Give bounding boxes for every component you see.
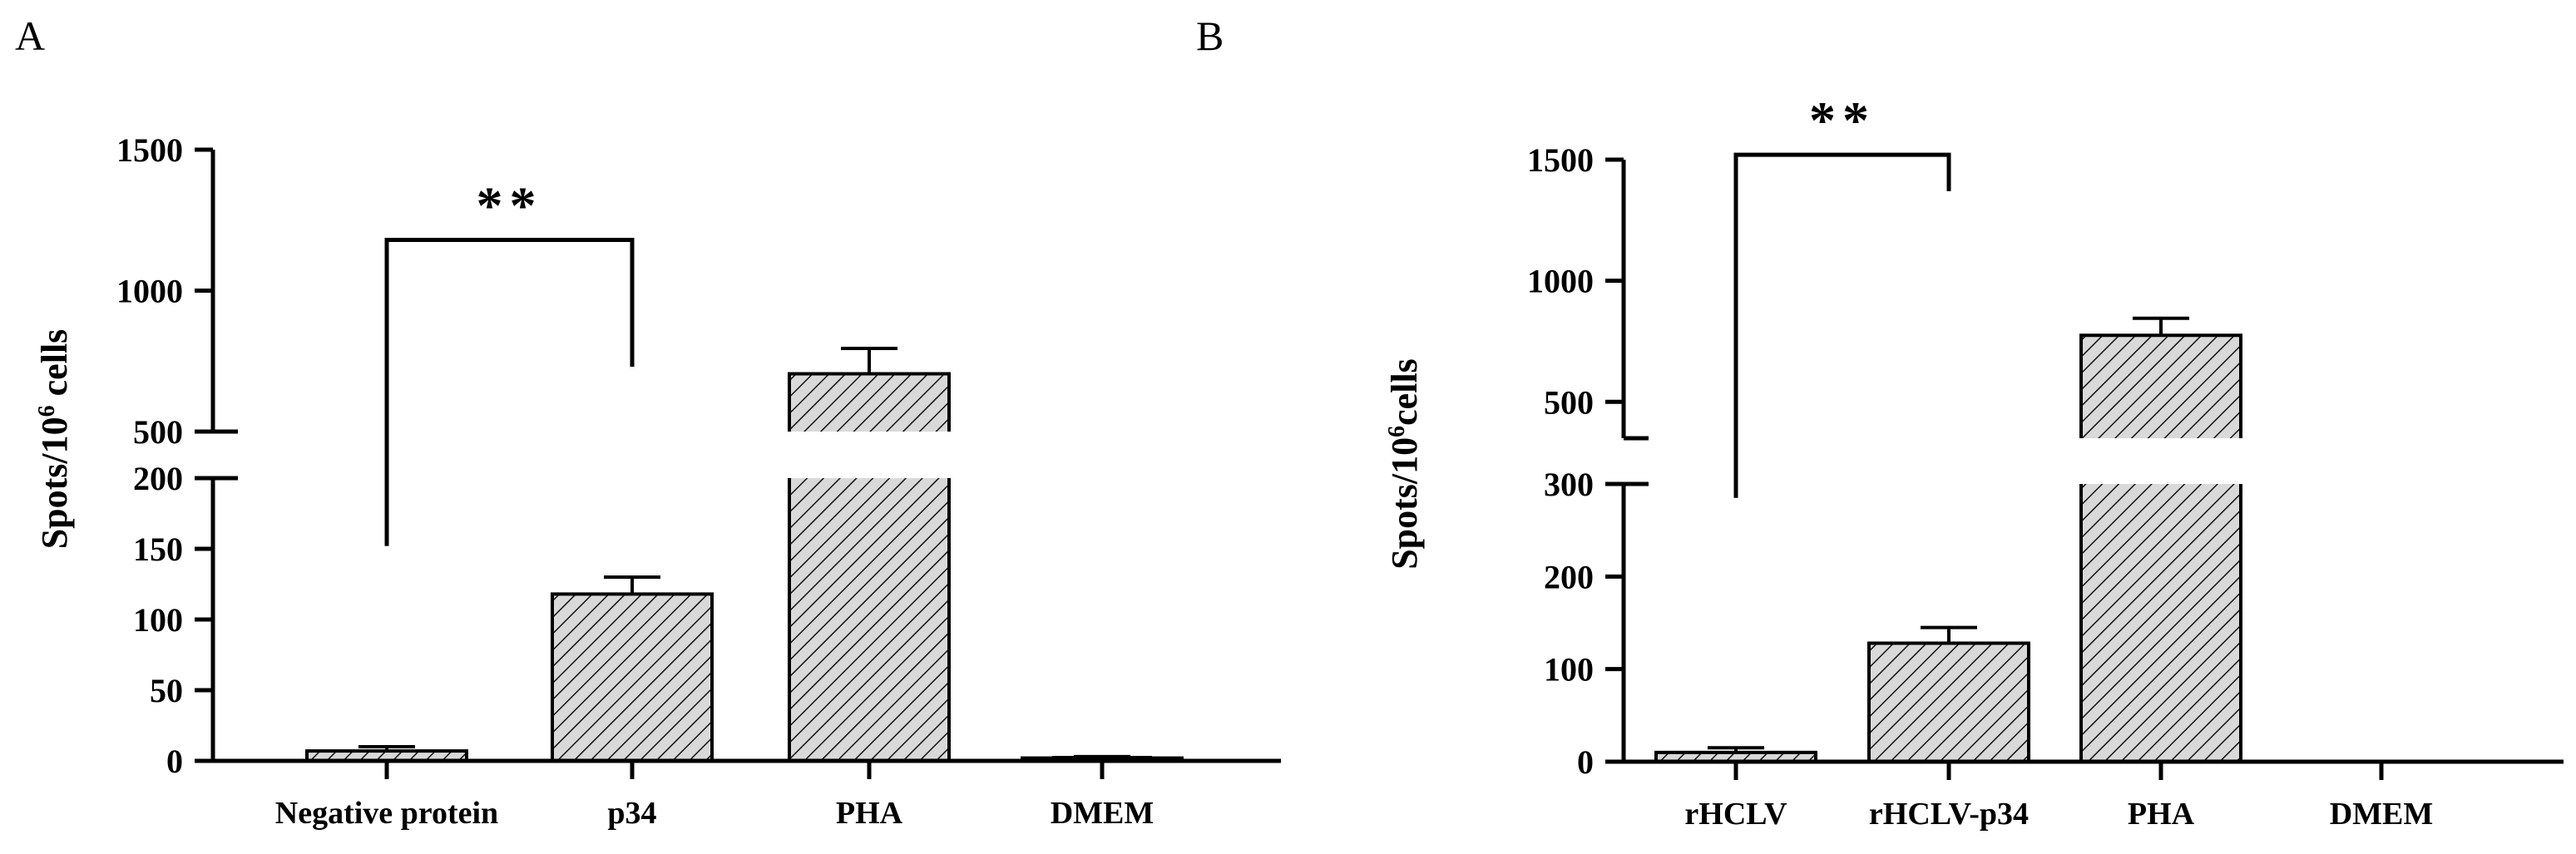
- plot-area-b: 0 100 200 300 500 1000 1500 rHCLV rHCLV-p34 PHA DM…: [1527, 91, 2564, 832]
- bar-1: [551, 592, 714, 763]
- panel-a: A Spots/106 cells 0 50 100 150 200 500 1000 150…: [15, 12, 1281, 831]
- y-tick-label: 300: [1544, 466, 1594, 503]
- x-tick-label: PHA: [2128, 797, 2195, 832]
- plot-area-a: 0 50 100 150 200 500 1000 1500 Negative protein p…: [116, 131, 1281, 831]
- panel-label-b: B: [1196, 12, 1224, 59]
- y-tick-label: 1000: [116, 273, 183, 310]
- panel-b: B Spots/106cells 0 100 200 300 500 1000 1500 rH…: [1196, 12, 2564, 832]
- y-tick-label: 50: [150, 672, 183, 709]
- bar-2-upper: [2081, 335, 2241, 438]
- y-tick-label: 1500: [1527, 141, 1594, 179]
- bar-2-upper: [789, 373, 949, 432]
- significance-label: **: [1809, 91, 1876, 150]
- bar-2-lower: [789, 478, 949, 761]
- y-tick-label: 200: [1544, 558, 1594, 595]
- x-tick-label: PHA: [836, 796, 903, 831]
- significance-label: **: [477, 175, 543, 234]
- y-tick-label: 500: [133, 413, 183, 451]
- y-tick-label: 500: [1544, 383, 1594, 421]
- y-tick-label: 100: [133, 601, 183, 639]
- y-tick-label: 0: [1577, 743, 1594, 781]
- x-tick-label: rHCLV: [1684, 797, 1787, 832]
- bar-2-lower: [2081, 484, 2241, 762]
- y-tick-label: 1000: [1527, 263, 1594, 300]
- y-tick-label: 1500: [116, 131, 183, 169]
- x-tick-label: p34: [607, 796, 656, 831]
- panel-label-a: A: [15, 12, 45, 59]
- bar-1: [1867, 641, 2030, 764]
- y-axis-label-a: Spots/106 cells: [34, 329, 76, 550]
- y-tick-label: 0: [166, 743, 183, 780]
- y-tick-label: 150: [133, 531, 183, 568]
- x-tick-label: DMEM: [2330, 797, 2434, 832]
- x-tick-label: rHCLV-p34: [1869, 797, 2029, 832]
- significance-bracket: [384, 237, 635, 546]
- significance-bracket: [1733, 152, 1951, 498]
- x-tick-label: DMEM: [1051, 796, 1155, 831]
- y-tick-label: 100: [1544, 651, 1594, 689]
- y-tick-label: 200: [133, 460, 183, 497]
- y-axis-label-b: Spots/106cells: [1384, 358, 1426, 570]
- x-tick-label: Negative protein: [275, 796, 498, 831]
